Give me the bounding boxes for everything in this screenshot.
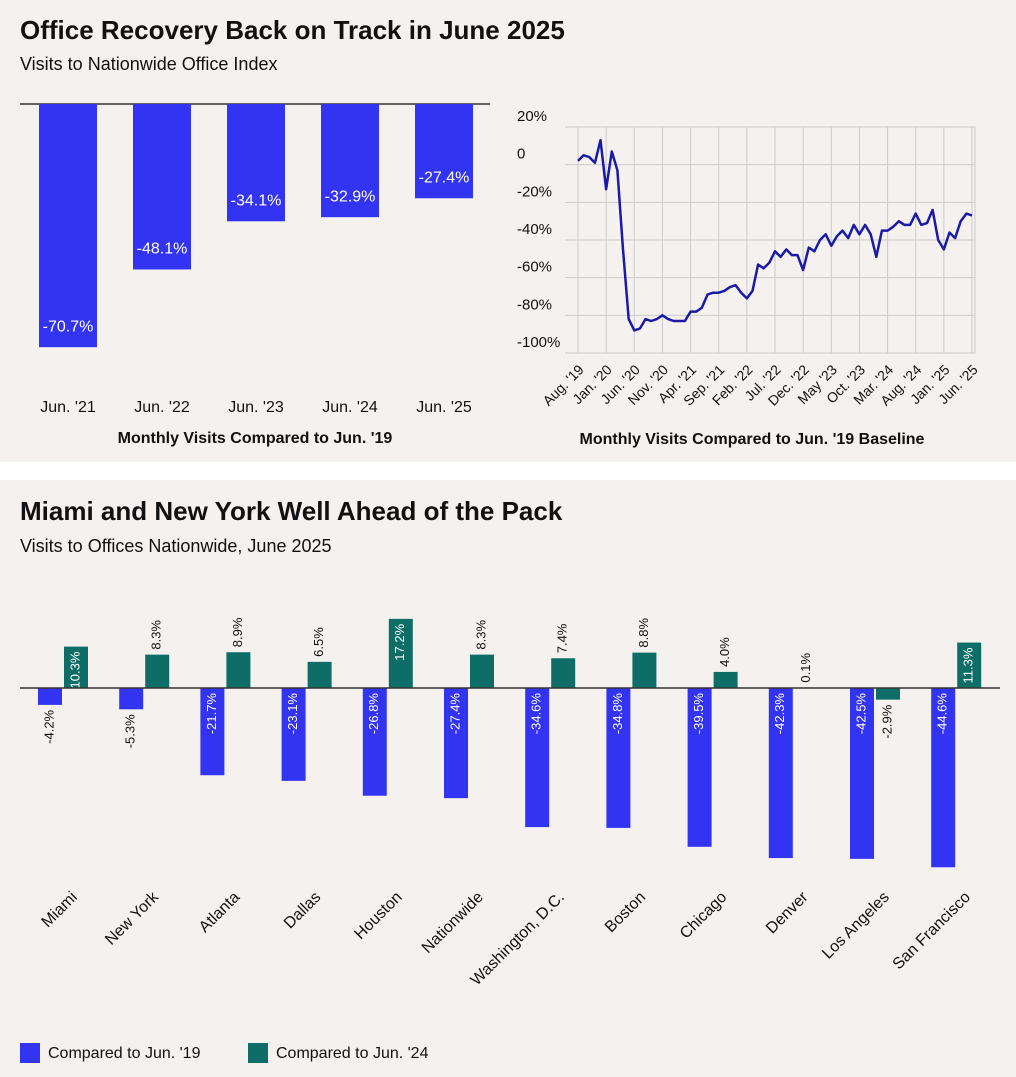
bar bbox=[415, 104, 473, 199]
bar bbox=[307, 661, 332, 688]
value-label: 8.8% bbox=[636, 618, 651, 648]
legend-label: Compared to Jun. '24 bbox=[276, 1045, 429, 1062]
bar bbox=[687, 688, 712, 847]
x-axis-label: Monthly Visits Compared to Jun. '19 Base… bbox=[580, 431, 925, 448]
x-tick-label: Jun. '23 bbox=[228, 399, 284, 416]
bar bbox=[606, 688, 631, 828]
bar bbox=[444, 688, 468, 799]
x-tick-label: Jun. '22 bbox=[134, 399, 190, 416]
bar bbox=[145, 654, 170, 688]
value-label: -23.1% bbox=[285, 693, 300, 735]
bar bbox=[470, 654, 494, 688]
value-label: -48.1% bbox=[137, 241, 188, 258]
chart-subtitle: Visits to Offices Nationwide, June 2025 bbox=[20, 536, 332, 556]
value-label: -34.1% bbox=[231, 193, 282, 210]
panel-background bbox=[0, 480, 1016, 1077]
bar bbox=[525, 688, 550, 828]
value-label: -2.9% bbox=[879, 704, 894, 738]
value-label: 6.5% bbox=[311, 627, 326, 657]
value-label: -27.4% bbox=[419, 169, 470, 186]
value-label: -26.8% bbox=[366, 693, 381, 735]
value-label: -42.5% bbox=[853, 693, 868, 735]
bar bbox=[38, 688, 62, 705]
bar bbox=[850, 688, 874, 859]
value-label: -42.3% bbox=[772, 693, 787, 735]
value-label: -21.7% bbox=[204, 693, 219, 735]
value-label: -5.3% bbox=[123, 714, 138, 748]
value-label: 0.1% bbox=[798, 653, 813, 683]
bar bbox=[119, 688, 144, 710]
x-tick-label: Jun. '24 bbox=[322, 399, 378, 416]
line-series bbox=[577, 138, 973, 332]
bar bbox=[632, 652, 657, 688]
value-label: 11.3% bbox=[961, 647, 976, 683]
bar bbox=[362, 688, 387, 796]
value-label: -27.4% bbox=[447, 693, 462, 735]
legend-swatch bbox=[20, 1043, 40, 1063]
y-tick-label: -20% bbox=[517, 183, 552, 200]
value-label: 7.4% bbox=[555, 623, 570, 653]
bar bbox=[388, 618, 413, 688]
legend-swatch bbox=[248, 1043, 268, 1063]
x-axis-label: Monthly Visits Compared to Jun. '19 bbox=[118, 430, 393, 447]
y-tick-label: -80% bbox=[517, 296, 552, 313]
value-label: -32.9% bbox=[325, 188, 376, 205]
y-tick-label: 20% bbox=[517, 108, 547, 125]
chart-subtitle: Visits to Nationwide Office Index bbox=[20, 54, 277, 74]
bar bbox=[321, 104, 379, 218]
value-label: -34.8% bbox=[610, 693, 625, 735]
chart-title: Office Recovery Back on Track in June 20… bbox=[20, 15, 565, 45]
value-label: -70.7% bbox=[43, 318, 94, 335]
y-tick-label: -100% bbox=[517, 334, 560, 351]
bar bbox=[226, 652, 251, 688]
legend-label: Compared to Jun. '19 bbox=[48, 1045, 201, 1062]
value-label: -4.2% bbox=[41, 709, 56, 743]
bar bbox=[281, 688, 306, 781]
y-tick-label: -40% bbox=[517, 221, 552, 238]
bar bbox=[876, 688, 900, 700]
bar bbox=[957, 642, 982, 688]
value-label: 4.0% bbox=[717, 637, 732, 667]
x-tick-label: Jun. '25 bbox=[416, 399, 472, 416]
value-label: 8.3% bbox=[473, 620, 488, 650]
bar bbox=[200, 688, 225, 776]
bar bbox=[768, 688, 793, 859]
bar bbox=[39, 104, 97, 348]
value-label: 8.3% bbox=[149, 620, 164, 650]
bar bbox=[551, 658, 576, 688]
value-label: -34.6% bbox=[529, 693, 544, 735]
value-label: -44.6% bbox=[935, 693, 950, 735]
chart-title: Miami and New York Well Ahead of the Pac… bbox=[20, 496, 563, 526]
x-tick-label: Jun. '21 bbox=[40, 399, 96, 416]
y-tick-label: -60% bbox=[517, 259, 552, 276]
value-label: 10.3% bbox=[67, 651, 82, 688]
value-label: 17.2% bbox=[392, 623, 407, 660]
bar bbox=[227, 104, 285, 222]
value-label: 8.9% bbox=[230, 617, 245, 647]
bar bbox=[931, 688, 956, 868]
y-tick-label: 0 bbox=[517, 146, 525, 163]
bar bbox=[64, 646, 88, 688]
value-label: -39.5% bbox=[691, 693, 706, 735]
bar bbox=[713, 671, 738, 688]
bar bbox=[133, 104, 191, 270]
